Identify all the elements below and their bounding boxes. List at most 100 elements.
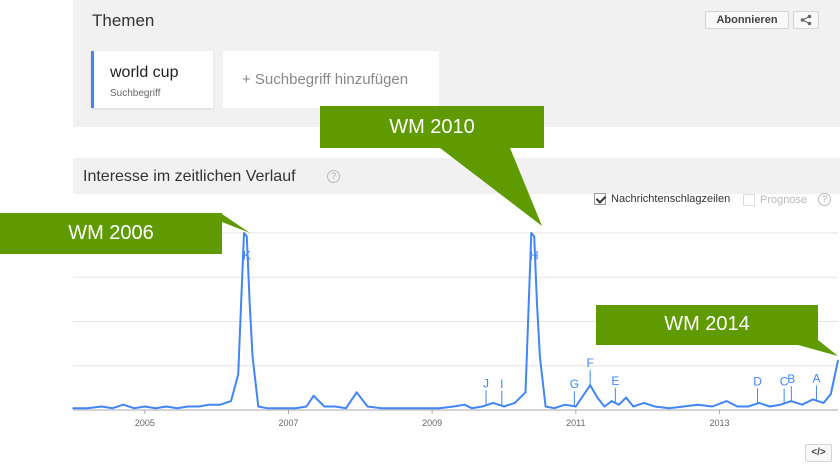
data-point (409, 407, 412, 410)
data-point (237, 373, 239, 376)
data-point (208, 403, 211, 406)
data-point (503, 405, 505, 408)
series-line-0 (73, 232, 839, 410)
data-point (747, 405, 749, 408)
data-point (122, 403, 125, 406)
data-point (305, 405, 308, 408)
callout-pointer-wm2010 (440, 148, 542, 226)
annotation-marker-i: I (500, 377, 503, 391)
data-point (187, 405, 189, 408)
data-point (334, 405, 337, 408)
annotation-marker-j: J (483, 376, 489, 390)
annotation-marker-d: D (753, 374, 762, 388)
x-tick-label: 2005 (135, 418, 155, 428)
interest-title: Interesse im zeitlichen Verlauf (83, 168, 296, 185)
data-point (452, 405, 455, 408)
data-point (251, 356, 254, 358)
data-point (564, 403, 566, 406)
news-checkbox[interactable] (594, 193, 606, 205)
data-point (582, 395, 584, 397)
data-point (596, 396, 599, 399)
callout-wm2014: WM 2014 (596, 305, 818, 345)
data-point (197, 405, 200, 408)
search-term-card[interactable]: world cup Suchbegriff (91, 51, 213, 108)
data-point (801, 403, 803, 406)
callout-wm2006-label: WM 2006 (68, 222, 154, 244)
data-point (323, 405, 326, 408)
callout-wm2006: WM 2006 (0, 213, 222, 254)
data-point (544, 405, 547, 408)
callout-wm2010-label: WM 2010 (389, 116, 475, 138)
annotation-marker-g: G (570, 377, 579, 391)
embed-button[interactable]: </> (805, 444, 832, 462)
annotation-marker-e: E (611, 374, 619, 388)
data-point (758, 402, 760, 404)
data-point (100, 405, 103, 408)
data-point (524, 391, 527, 394)
data-point (438, 407, 441, 410)
themen-panel: Themen Abonnieren world cup Suchbegriff … (73, 0, 840, 127)
data-point (603, 405, 606, 408)
search-term-name: world cup (110, 64, 179, 81)
data-point (812, 398, 814, 401)
help-icon[interactable]: ? (327, 170, 340, 183)
data-point (312, 395, 315, 397)
data-point (654, 405, 656, 408)
data-point (536, 303, 538, 305)
data-point (553, 407, 556, 410)
news-headlines-toggle[interactable]: Nachrichtenschlagzeilen (594, 193, 730, 205)
subscribe-button[interactable]: Abonnieren (705, 11, 789, 29)
annotation-marker-a: A (812, 372, 820, 386)
data-point (243, 232, 245, 234)
themen-title: Themen (92, 11, 155, 30)
data-point (514, 402, 516, 404)
data-point (280, 407, 283, 410)
share-icon (800, 14, 812, 26)
data-point (725, 400, 728, 402)
data-point (769, 405, 771, 408)
annotation-marker-k: K (243, 249, 251, 263)
data-point (625, 396, 627, 399)
data-point (246, 235, 248, 238)
data-point (144, 405, 146, 408)
add-search-term-button[interactable]: + Suchbegriff hinzufügen (223, 51, 439, 108)
data-point (111, 407, 114, 410)
share-button[interactable] (793, 11, 819, 29)
data-point (176, 407, 178, 410)
data-point (381, 407, 383, 410)
data-point (154, 407, 157, 410)
data-point (575, 405, 577, 408)
annotation-marker-c: C (780, 375, 789, 389)
annotation-marker-b: B (787, 372, 795, 386)
data-point (395, 407, 398, 410)
forecast-help-icon[interactable]: ? (818, 193, 832, 206)
x-tick-label: 2011 (566, 418, 585, 428)
forecast-toggle[interactable]: Prognose ? (743, 193, 832, 206)
data-point (165, 405, 168, 408)
data-point (463, 403, 466, 406)
forecast-checkbox[interactable] (743, 193, 755, 206)
data-point (424, 407, 426, 410)
data-point (481, 405, 484, 408)
data-point (697, 403, 699, 406)
annotation-marker-h: H (530, 249, 539, 263)
callout-wm2014-label: WM 2014 (664, 313, 750, 335)
callout-wm2010: WM 2010 (320, 106, 544, 148)
data-point (530, 232, 533, 234)
data-point (86, 407, 89, 410)
data-point (248, 303, 251, 305)
data-point (230, 400, 232, 402)
data-point (837, 359, 839, 362)
data-point (294, 407, 297, 410)
callout-pointer-wm2006 (200, 214, 250, 233)
data-point (492, 402, 495, 404)
data-point (72, 407, 74, 410)
data-point (736, 405, 739, 408)
x-tick-label: 2009 (422, 418, 442, 428)
news-label: Nachrichtenschlagzeilen (611, 193, 731, 205)
data-point (133, 407, 135, 410)
data-point (366, 405, 369, 408)
data-point (668, 407, 670, 410)
x-tick-label: 2013 (709, 418, 729, 428)
annotation-marker-f: F (587, 356, 594, 370)
